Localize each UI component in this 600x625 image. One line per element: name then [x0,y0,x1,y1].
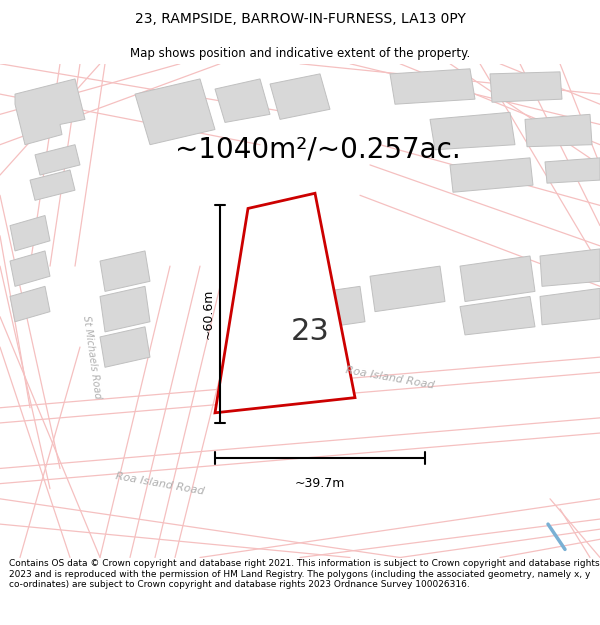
Polygon shape [100,251,150,291]
Polygon shape [390,69,475,104]
Polygon shape [10,251,50,286]
Polygon shape [215,79,270,122]
Polygon shape [100,327,150,367]
Polygon shape [460,296,535,335]
Polygon shape [450,158,533,192]
Polygon shape [10,286,50,322]
Text: Roa Island Road: Roa Island Road [115,471,205,496]
Polygon shape [135,79,215,145]
Polygon shape [100,286,150,332]
Polygon shape [35,145,80,175]
Polygon shape [540,288,600,325]
Text: ~1040m²/~0.257ac.: ~1040m²/~0.257ac. [175,136,461,164]
Polygon shape [540,249,600,286]
Polygon shape [290,286,365,332]
Polygon shape [490,72,562,102]
Polygon shape [430,112,515,150]
Text: Roa Island Road: Roa Island Road [345,364,435,390]
Text: ~39.7m: ~39.7m [295,476,345,489]
Polygon shape [15,79,85,145]
Polygon shape [370,266,445,312]
Polygon shape [460,256,535,301]
Polygon shape [30,170,75,201]
Text: Contains OS data © Crown copyright and database right 2021. This information is : Contains OS data © Crown copyright and d… [9,559,599,589]
Text: ~60.6m: ~60.6m [202,289,215,339]
Text: St Michaels Road: St Michaels Road [81,315,103,399]
Text: 23: 23 [290,318,329,346]
Polygon shape [215,193,355,413]
Polygon shape [525,114,592,147]
Text: 23, RAMPSIDE, BARROW-IN-FURNESS, LA13 0PY: 23, RAMPSIDE, BARROW-IN-FURNESS, LA13 0P… [134,12,466,26]
Text: Map shows position and indicative extent of the property.: Map shows position and indicative extent… [130,47,470,59]
Polygon shape [545,158,600,183]
Polygon shape [270,74,330,119]
Polygon shape [10,216,50,251]
